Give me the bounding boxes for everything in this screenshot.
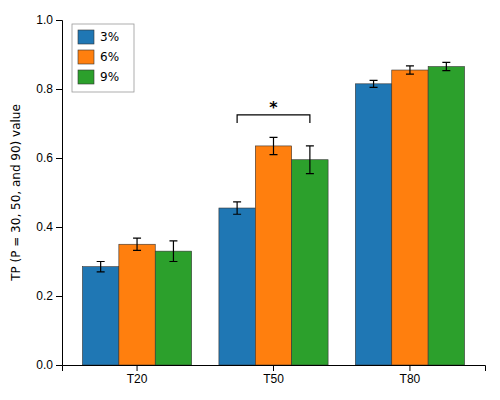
tick-mark	[56, 365, 62, 366]
x-axis: T20 T50 T80	[63, 365, 486, 386]
tick: 1.0	[36, 13, 62, 27]
legend-swatch	[78, 30, 94, 44]
bar	[82, 267, 118, 365]
bar	[119, 244, 155, 365]
tick: 0.4	[36, 220, 62, 234]
tick: 0.0	[36, 358, 62, 372]
legend-box	[72, 24, 134, 92]
error-bar	[270, 137, 278, 154]
tick-label: T50	[263, 372, 284, 386]
tick: 0.8	[36, 82, 62, 96]
legend-label: 3%	[100, 30, 119, 44]
series	[119, 66, 428, 365]
legend-label: 9%	[100, 70, 119, 84]
legend-swatch	[78, 70, 94, 84]
tick: T80	[400, 365, 421, 386]
series	[155, 62, 464, 365]
tick-label: 0.0	[36, 358, 53, 372]
error-bar	[169, 241, 177, 262]
tick-label: T80	[400, 372, 421, 386]
error-bar	[370, 80, 378, 87]
axis-line	[63, 366, 486, 372]
legend-item: 6%	[78, 50, 119, 65]
bar	[392, 70, 428, 365]
tick: 0.6	[36, 151, 62, 165]
legend-item: 9%	[78, 70, 119, 85]
bar	[255, 146, 291, 365]
tick: T20	[127, 365, 148, 386]
error-bar	[233, 202, 241, 214]
tick-label: 1.0	[36, 13, 53, 27]
axis-title: TP (P = 30, 50, and 90) value	[9, 104, 23, 282]
bar	[292, 160, 328, 365]
tick-mark	[56, 20, 62, 21]
legend-swatch	[78, 50, 94, 64]
bar	[219, 208, 255, 365]
y-axis: 0.0 0.2 0.4 0.6 0.8 1.0	[36, 13, 62, 372]
chart: 0.0 0.2 0.4 0.6 0.8 1.0 T20 T50 T80 * 3% 6% 9% TP (P …	[0, 0, 500, 400]
tick-mark	[56, 89, 62, 90]
error-bar	[406, 66, 414, 74]
tick-label: 0.2	[36, 289, 53, 303]
tick-label: T20	[127, 372, 148, 386]
bar	[355, 84, 391, 365]
tick-mark	[56, 158, 62, 159]
bar	[155, 251, 191, 365]
tick-label: 0.8	[36, 82, 53, 96]
tick-mark	[273, 365, 274, 371]
tick-mark	[56, 227, 62, 228]
tick-label: 0.4	[36, 220, 53, 234]
error-bar	[442, 62, 450, 70]
error-bar	[306, 146, 314, 174]
tick-label: 0.6	[36, 151, 53, 165]
legend-label: 6%	[100, 50, 119, 64]
annotation: *	[269, 98, 278, 117]
tick-mark	[137, 365, 138, 371]
tick: T50	[263, 365, 284, 386]
legend-item: 3%	[78, 30, 119, 45]
bar	[428, 67, 464, 365]
plot: 0.0 0.2 0.4 0.6 0.8 1.0 T20 T50 T80 * 3% 6% 9%	[36, 13, 485, 385]
tick: 0.2	[36, 289, 62, 303]
error-bar	[97, 262, 105, 272]
marks	[82, 62, 464, 365]
series	[82, 80, 391, 365]
tick-mark	[409, 365, 410, 371]
error-bar	[133, 238, 141, 250]
legend: 3% 6% 9%	[72, 24, 134, 92]
tick-mark	[56, 296, 62, 297]
axis-line	[56, 21, 63, 366]
